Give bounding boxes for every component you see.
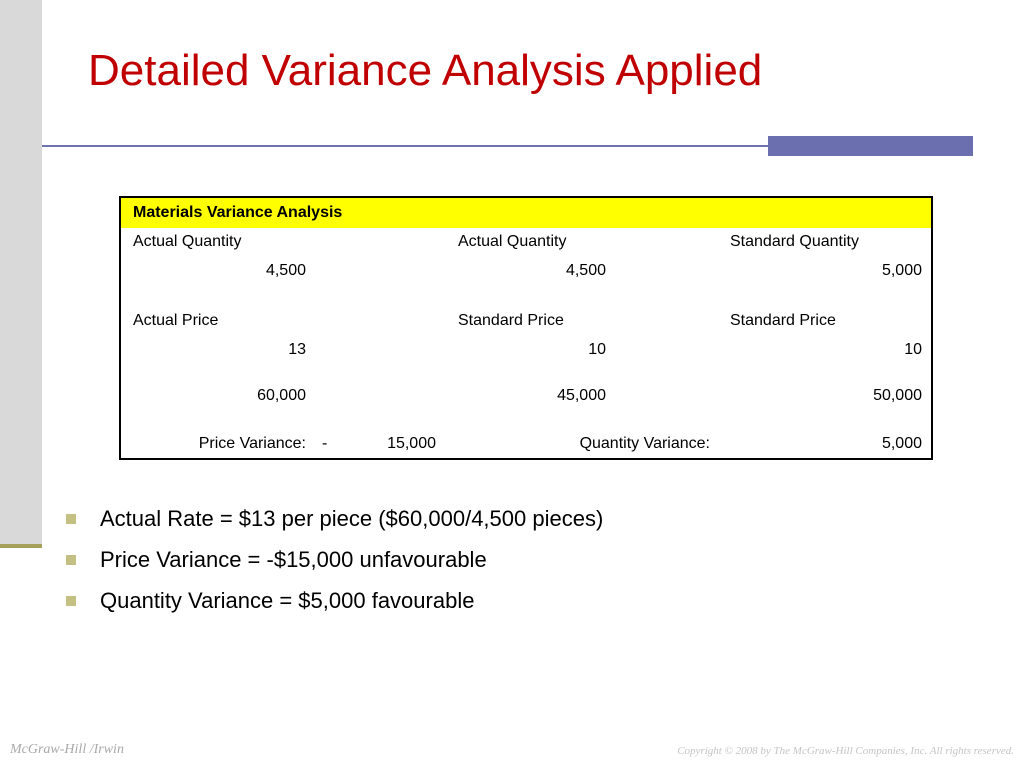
col3-total: 50,000: [873, 387, 922, 404]
price-variance-sign: -: [322, 435, 328, 452]
col2-price-label: Standard Price: [458, 312, 564, 329]
left-bar-accent: [0, 544, 42, 548]
materials-variance-table: Materials Variance Analysis Actual Quant…: [119, 196, 933, 460]
square-bullet-icon: [66, 513, 76, 524]
quantity-variance-value: 5,000: [881, 435, 922, 452]
col2-total: 45,000: [557, 387, 606, 404]
bullet-text: Price Variance = -$15,000 unfavourable: [100, 547, 487, 572]
footer-publisher: McGraw-Hill /Irwin: [10, 742, 124, 757]
table-header: Materials Variance Analysis: [121, 198, 931, 228]
bullet-text: Actual Rate = $13 per piece ($60,000/4,5…: [100, 506, 604, 531]
list-item: Price Variance = -$15,000 unfavourable: [66, 539, 603, 580]
bullet-text: Quantity Variance = $5,000 favourable: [100, 588, 475, 613]
col1-price-label: Actual Price: [133, 312, 219, 329]
square-bullet-icon: [66, 554, 76, 565]
footer-copyright: Copyright © 2008 by The McGraw-Hill Comp…: [677, 745, 1014, 757]
col1-total: 60,000: [257, 387, 306, 404]
col2-price-value: 10: [588, 341, 606, 358]
col1-price-value: 13: [288, 341, 306, 358]
left-decorative-bar: [0, 0, 42, 546]
col3-quantity-label: Standard Quantity: [730, 233, 859, 250]
col3-price-label: Standard Price: [730, 312, 836, 329]
price-variance-label: Price Variance:: [198, 435, 306, 452]
col1-quantity-value: 4,500: [265, 262, 306, 279]
price-variance-value: 15,000: [387, 435, 436, 452]
slide-title: Detailed Variance Analysis Applied: [88, 46, 763, 95]
title-divider-block: [768, 136, 973, 156]
bullet-list: Actual Rate = $13 per piece ($60,000/4,5…: [66, 498, 603, 621]
col3-quantity-value: 5,000: [881, 262, 922, 279]
quantity-variance-label: Quantity Variance:: [579, 435, 710, 452]
col2-quantity-label: Actual Quantity: [458, 233, 567, 250]
list-item: Actual Rate = $13 per piece ($60,000/4,5…: [66, 498, 603, 539]
col3-price-value: 10: [904, 341, 922, 358]
title-divider-line: [42, 145, 768, 147]
square-bullet-icon: [66, 595, 76, 606]
list-item: Quantity Variance = $5,000 favourable: [66, 580, 603, 621]
col2-quantity-value: 4,500: [565, 262, 606, 279]
col1-quantity-label: Actual Quantity: [133, 233, 242, 250]
